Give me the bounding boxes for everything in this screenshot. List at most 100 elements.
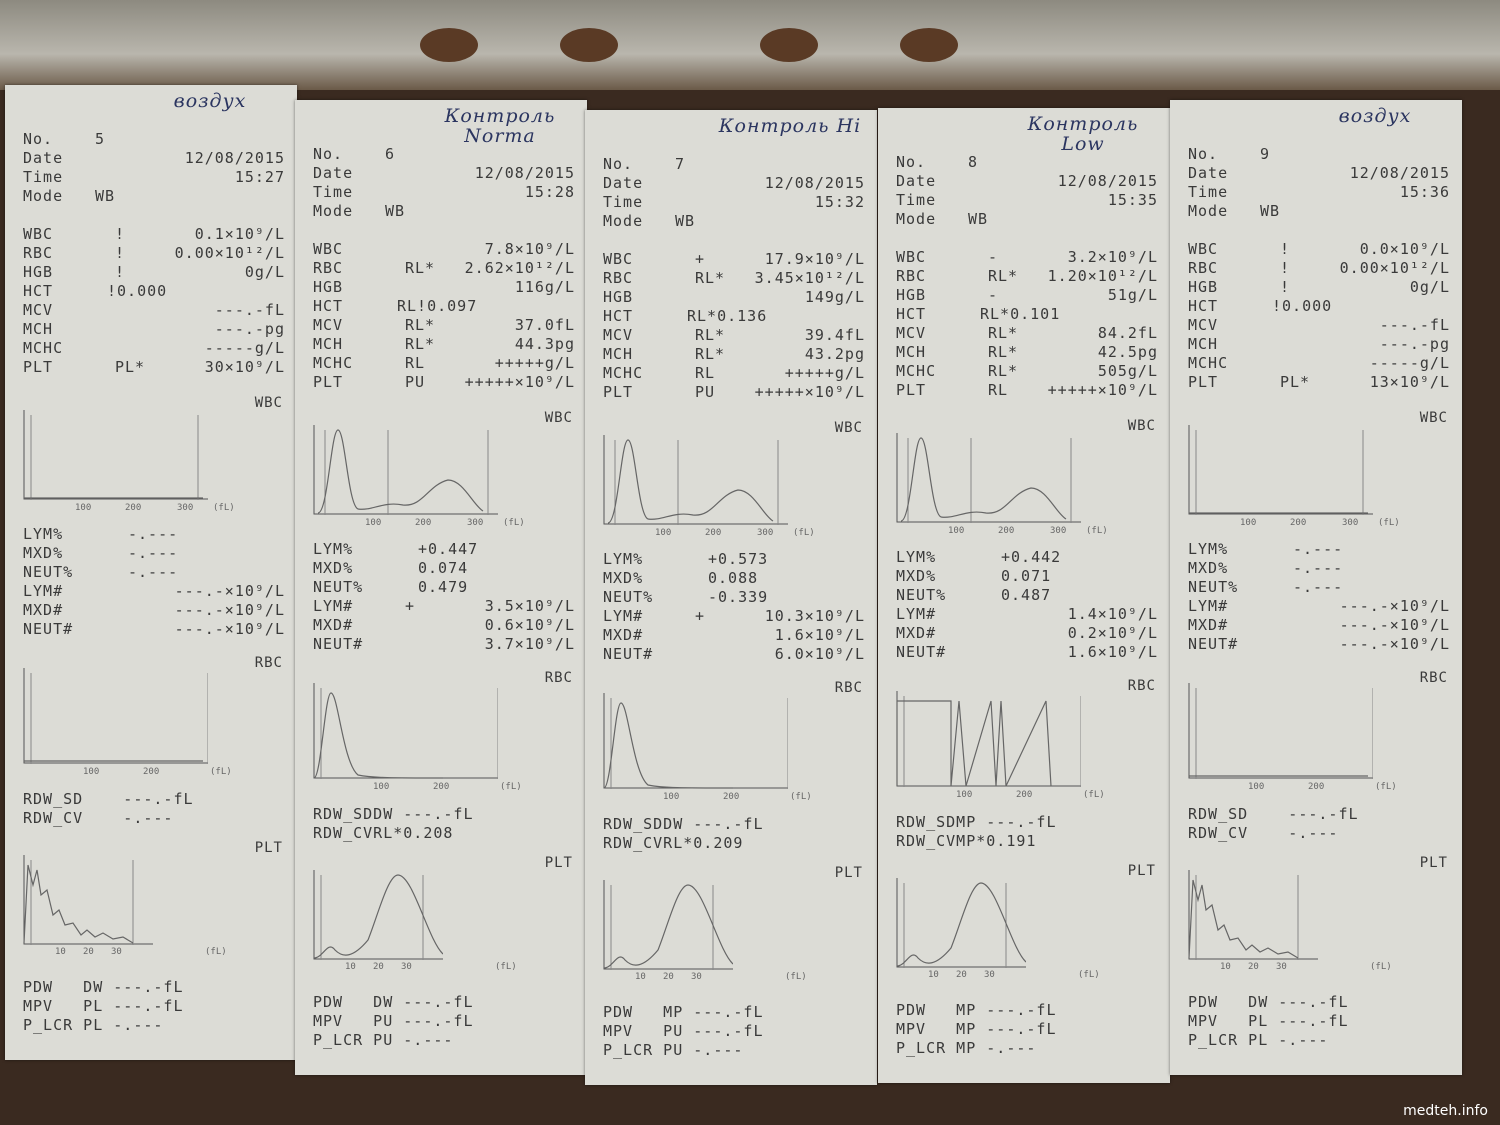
param-row: RBC RL* 3.45×10¹²/L [603,269,865,288]
param-name: HCT [1188,297,1219,315]
param-value: ---.-pg [1379,335,1450,353]
header-value: WB [675,212,696,230]
header-value: WB [385,202,406,220]
header-mode: Mode WB [1188,202,1450,221]
wbc-histogram [1188,425,1373,515]
axis [896,878,1026,968]
param-value: 39.4fL [804,326,865,344]
header-label: Time [603,193,644,211]
wbc-tick-label: 100 [75,503,92,513]
diff-name: LYM# [23,582,64,600]
param-row: WBC 7.8×10⁹/L [313,240,575,259]
platelet-index-row: MPV PL ---.-fL [23,997,184,1015]
platelet-index-row: MPV PL ---.-fL [1188,1012,1349,1030]
rbc-tick-label: (fL) [210,767,232,777]
platelet-index-row: PDW MP ---.-fL [896,1001,1057,1019]
wbc-tick-label: 100 [655,528,672,538]
handwritten-note: Контроль Low [1027,113,1139,155]
diff-name: LYM% [23,525,64,543]
rbc-histogram-label: RBC [1127,678,1156,694]
wbc-histogram [23,410,208,500]
wbc-tick-label: (fL) [1378,518,1400,528]
param-value: 505g/L [1097,362,1158,380]
header-value: WB [95,187,116,205]
platelet-index-row: MPV MP ---.-fL [896,1020,1057,1038]
header-label: No. [23,130,54,148]
diff-value: 6.0×10⁹/L [774,645,865,663]
rbc-tick-label: 100 [1248,782,1265,792]
axis [1188,683,1373,779]
param-row: MCV RL* 39.4fL [603,326,865,345]
diff-row: LYM# 1.4×10⁹/L [896,605,1158,624]
param-value: 0.0×10⁹/L [1359,240,1450,258]
printout-slip: Контроль Norma No. 6 Date 12/08/2015 Time 15:2… [295,100,587,1075]
diff-value: ---.-×10⁹/L [1339,616,1450,634]
param-row: MCV RL* 37.0fL [313,316,575,335]
handwritten-note: воздух [173,90,247,112]
diff-flag: + [405,597,416,615]
header-value: 15:28 [524,183,575,201]
wbc-tick-label: 300 [757,528,774,538]
wbc-tick-label: 300 [467,518,484,528]
rdw-row: RDW_CVRL*0.208 [313,824,454,842]
diff-row: LYM% +0.447 [313,540,575,559]
axis [1188,870,1318,960]
diff-row: MXD% -.--- [23,544,285,563]
param-name: MCV [603,326,634,344]
histogram-curve [900,437,1067,522]
header-value: 15:35 [1107,191,1158,209]
header-label: Date [1188,164,1229,182]
platelet-index-row: P_LCR PL -.--- [23,1016,164,1034]
header-value: 12/08/2015 [764,174,865,192]
handwritten-note: Контроль Hi [718,115,862,137]
param-row: HCT RL*0.101 [896,305,1158,324]
header-no: No. 7 [603,155,865,174]
param-value: RL*0.101 [980,305,1061,323]
param-row: WBC +17.9×10⁹/L [603,250,865,269]
plt-histogram [313,870,443,960]
header-label: No. [313,145,344,163]
wbc-histogram [896,433,1081,523]
axis [23,855,153,945]
header-time: Time 15:36 [1188,183,1450,202]
param-value: +++++×10⁹/L [464,373,575,391]
param-value: 37.0fL [514,316,575,334]
param-row: MCV RL* 84.2fL [896,324,1158,343]
plt-tick-label: 20 [956,970,967,980]
plt-tick-label: 10 [1220,962,1231,972]
handwritten-note: воздух [1338,105,1412,127]
platelet-index-row: PDW DW ---.-fL [313,993,474,1011]
param-row: WBC! 0.1×10⁹/L [23,225,285,244]
rdw-row: RDW_CVMP*0.191 [896,832,1037,850]
param-row: MCH ---.-pg [1188,335,1450,354]
param-name: WBC [603,250,634,268]
diff-row: NEUT% -0.339 [603,588,865,607]
wbc-histogram-label: WBC [834,420,863,436]
rbc-histogram [313,683,498,779]
rbc-tick-label: 100 [663,792,680,802]
header-mode: Mode WB [603,212,865,231]
param-name: MCHC [896,362,937,380]
plt-tick-label: 10 [635,972,646,982]
axis [603,435,788,525]
param-row: MCHC RL +++++g/L [313,354,575,373]
param-value: RL*0.136 [687,307,768,325]
diff-row: NEUT# 1.6×10⁹/L [896,643,1158,662]
diff-name: NEUT# [313,635,364,653]
platelet-index-row: MPV PU ---.-fL [603,1022,764,1040]
diff-name: MXD# [313,616,354,634]
histogram-curve [607,439,774,524]
diff-value: ---.-×10⁹/L [174,620,285,638]
diff-value: 0.071 [1001,567,1052,585]
diff-value: 0.487 [1001,586,1052,604]
param-row: HGB! 0g/L [1188,278,1450,297]
param-value: 3.2×10⁹/L [1067,248,1158,266]
platelet-index-row: P_LCR PL -.--- [1188,1031,1329,1049]
histogram-curve [603,702,734,789]
param-value: 30×10⁹/L [204,358,285,376]
printout-slip: воздух No. 5 Date 12/08/2015 Time 15:27 Mode WB W… [5,85,297,1060]
header-label: Date [896,172,937,190]
diff-name: LYM# [1188,597,1229,615]
rbc-histogram-label: RBC [254,655,283,671]
param-value: 116g/L [514,278,575,296]
